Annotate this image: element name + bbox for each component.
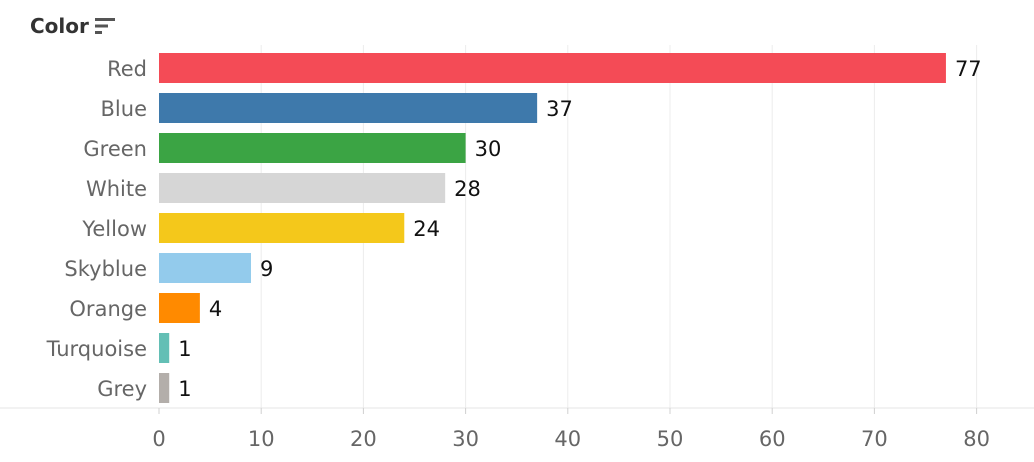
x-tick-label: 30: [452, 427, 479, 451]
category-label: Yellow: [81, 217, 147, 241]
data-label: 1: [178, 377, 191, 401]
x-tick-label: 50: [657, 427, 684, 451]
data-label: 1: [178, 337, 191, 361]
x-tick-label: 20: [350, 427, 377, 451]
bar: [159, 253, 251, 283]
x-tick-label: 40: [554, 427, 581, 451]
category-label: White: [86, 177, 147, 201]
data-label: 77: [955, 57, 982, 81]
dimension-label: Color: [30, 14, 89, 38]
x-tick-label: 0: [152, 427, 165, 451]
category-label: Green: [83, 137, 147, 161]
data-label: 24: [413, 217, 440, 241]
data-label: 28: [454, 177, 481, 201]
category-label: Skyblue: [64, 257, 147, 281]
category-label: Grey: [97, 377, 147, 401]
sort-descending-icon[interactable]: [94, 17, 115, 35]
x-tick-label: 80: [963, 427, 990, 451]
chart-header: Color: [30, 14, 115, 38]
category-label: Blue: [101, 97, 147, 121]
data-label: 30: [475, 137, 502, 161]
bar: [159, 93, 538, 123]
bar: [159, 133, 466, 163]
bar: [159, 333, 170, 363]
x-tick-label: 60: [759, 427, 786, 451]
category-label: Red: [107, 57, 147, 81]
data-label: 37: [546, 97, 573, 121]
bar: [159, 173, 446, 203]
category-label: Orange: [69, 297, 147, 321]
x-tick-label: 70: [861, 427, 888, 451]
bar: [159, 213, 405, 243]
x-tick-label: 10: [248, 427, 275, 451]
data-label: 9: [260, 257, 273, 281]
bar: [159, 53, 946, 83]
bar: [159, 373, 170, 403]
category-label: Turquoise: [46, 337, 147, 361]
data-label: 4: [209, 297, 222, 321]
bar: [159, 293, 200, 323]
